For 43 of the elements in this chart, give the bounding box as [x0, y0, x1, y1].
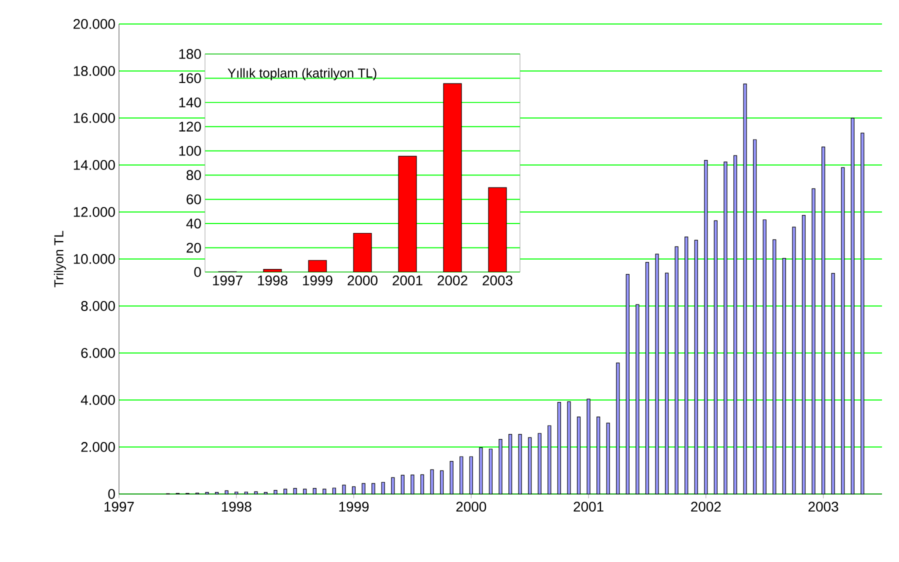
y-tick-label: 20.000 [74, 19, 115, 29]
y-tick-label: 6.000 [81, 348, 115, 358]
y-tick-label: 160 [179, 73, 201, 84]
y-tick-label: 180 [179, 49, 201, 59]
bar [353, 232, 372, 272]
x-tick-label: 2001 [392, 276, 422, 286]
x-tick-label: 2000 [456, 502, 486, 512]
x-tick-label: 1998 [222, 502, 252, 512]
x-tick-label: 2002 [691, 502, 721, 512]
x-tick-label: 1998 [258, 276, 288, 286]
y-tick-label: 18.000 [74, 66, 115, 76]
y-tick-label: 14.000 [74, 160, 115, 170]
y-tick-label: 60 [186, 194, 201, 204]
x-tick-label: 2003 [808, 502, 838, 512]
x-tick-label: 2002 [438, 276, 468, 286]
y-tick-label: 10.000 [74, 254, 115, 264]
x-tick-label: 1999 [339, 502, 369, 512]
y-tick-label: 100 [179, 146, 201, 156]
x-tick-label: 2000 [348, 276, 378, 286]
bar [488, 187, 507, 272]
x-tick-label: 2001 [574, 502, 604, 512]
y-tick-label: 12.000 [74, 207, 115, 217]
x-tick-label: 1997 [213, 276, 242, 286]
y-tick-label: 40 [186, 218, 201, 228]
x-tick-label: 2003 [482, 276, 512, 286]
y-tick-label: 4.000 [80, 395, 115, 405]
y-tick-label: 0 [194, 267, 201, 277]
y-tick-label: 8.000 [81, 301, 115, 311]
y-tick-label: 80 [186, 170, 201, 180]
bar [443, 83, 462, 272]
y-tick-label: 140 [179, 97, 201, 108]
bar [398, 156, 417, 272]
y-tick-label: 0 [108, 489, 115, 499]
x-tick-label: 1997 [104, 502, 134, 512]
y-tick-label: 120 [179, 122, 201, 132]
text: Yıllık toplam (katrilyon TL) [228, 68, 376, 80]
y-tick-label: 16.000 [74, 113, 115, 123]
bar [263, 269, 282, 272]
bar [308, 260, 327, 272]
y-tick-label: 20 [186, 242, 201, 253]
x-tick-label: 1999 [303, 276, 332, 286]
y-tick-label: 2.000 [81, 442, 115, 452]
y-axis-title: Trilyon TL [54, 230, 66, 288]
